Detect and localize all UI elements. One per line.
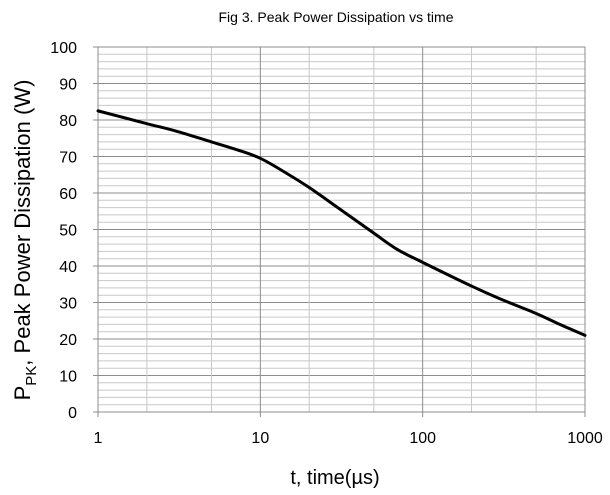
y-tick-labels: 0 10 20 30 40 50 60 70 80 90 100 xyxy=(50,40,98,422)
x-axis-label: t, time(µs) xyxy=(290,467,379,489)
x-tick-label: 1000 xyxy=(567,430,603,447)
x-tick-label: 1 xyxy=(94,430,103,447)
y-axis-label-subscript: PK xyxy=(23,366,40,386)
y-axis-label: PPK, Peak Power Dissipation (W) xyxy=(10,80,40,401)
y-tick-label: 70 xyxy=(59,150,77,167)
y-tick-label: 50 xyxy=(59,223,77,240)
y-tick-label: 40 xyxy=(59,259,77,276)
series-line xyxy=(96,109,587,337)
chart-title: Fig 3. Peak Power Dissipation vs time xyxy=(219,9,454,25)
y-tick-label: 90 xyxy=(59,77,77,94)
y-tick-label: 80 xyxy=(59,113,77,130)
y-axis-label-prefix: P xyxy=(10,386,35,401)
y-axis-label-text: , Peak Power Dissipation (W) xyxy=(10,80,35,366)
y-tick-label: 30 xyxy=(59,296,77,313)
y-tick-label: 10 xyxy=(59,369,77,386)
series-layer xyxy=(96,109,587,337)
x-tick-label: 100 xyxy=(409,430,436,447)
x-tick-labels: 1 10 100 1000 xyxy=(94,412,603,447)
y-tick-label: 100 xyxy=(50,40,77,57)
x-tick-label: 10 xyxy=(251,430,269,447)
y-tick-label: 20 xyxy=(59,332,77,349)
grid xyxy=(98,47,585,412)
y-tick-label: 0 xyxy=(68,405,77,422)
y-tick-label: 60 xyxy=(59,186,77,203)
